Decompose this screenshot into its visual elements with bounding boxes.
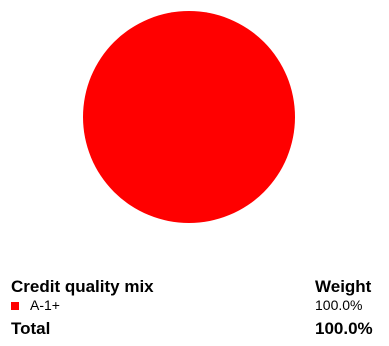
- legend-header-weight: Weight: [315, 277, 372, 296]
- total-label: Total: [11, 319, 51, 338]
- total-value: 100.0%: [315, 319, 373, 338]
- legend-item-value: 100.0%: [315, 297, 363, 313]
- legend-item-label: A-1+: [30, 297, 60, 313]
- legend-swatch-a1plus: [11, 302, 19, 310]
- pie-chart: [83, 11, 295, 223]
- pie-slice-a-1: [83, 11, 295, 223]
- legend-header-label: Credit quality mix: [11, 277, 154, 296]
